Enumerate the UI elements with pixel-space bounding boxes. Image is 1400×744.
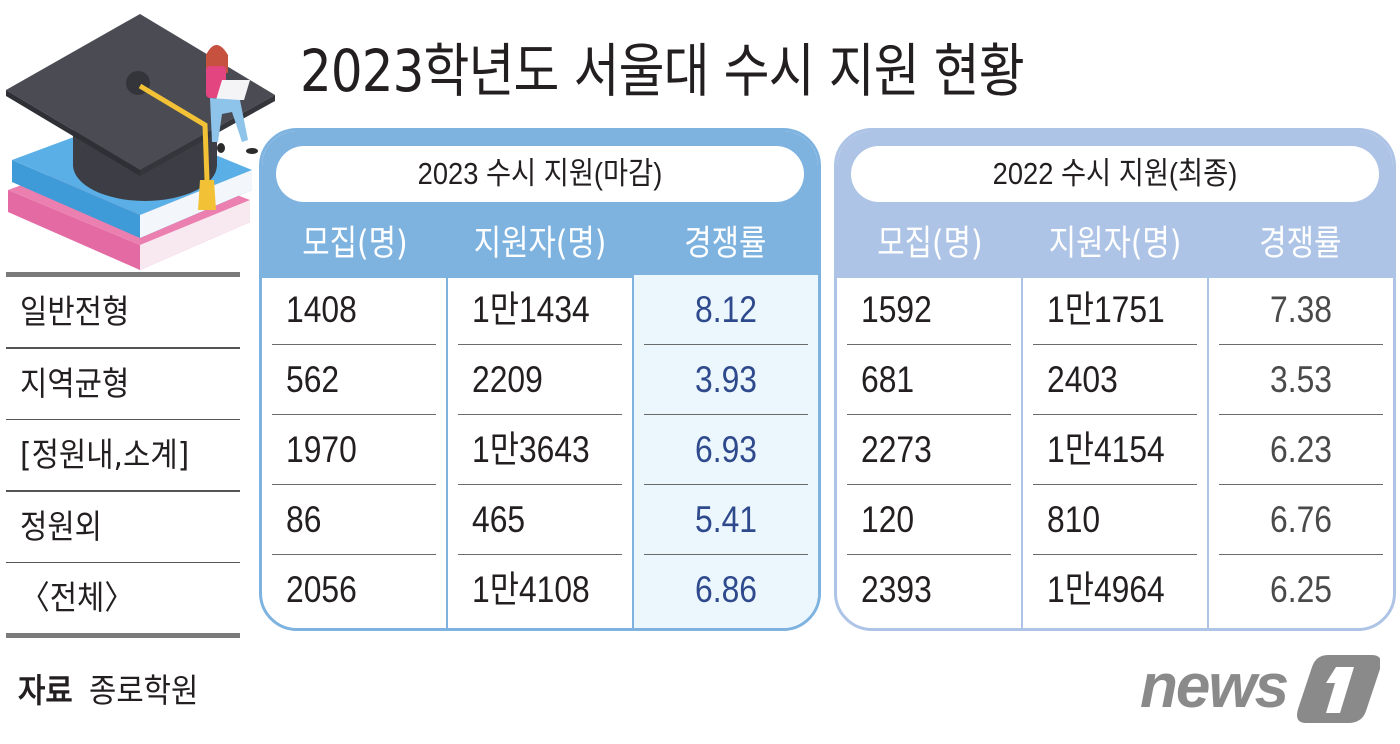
- table-cell: 1970: [262, 415, 446, 485]
- row-divider: [6, 418, 240, 420]
- svg-text:news: news: [1140, 652, 1288, 721]
- bottom-rule: [6, 633, 240, 638]
- source-credit: 자료 종로학원: [18, 664, 210, 712]
- graduation-cap-books-illustration: [6, 14, 275, 270]
- page-title: 2023학년도 서울대 수시 지원 현황: [300, 37, 1025, 105]
- table-cell: 3.93: [634, 345, 818, 415]
- column-rate: 7.38 3.53 6.23 6.76 6.25: [1207, 275, 1393, 628]
- row-label: 지역균형: [20, 363, 130, 403]
- table-cell: 1592: [837, 275, 1021, 345]
- column-header-rate: 경쟁률: [684, 224, 767, 264]
- table-cell: 6.93: [634, 415, 818, 485]
- table-cell: 6.76: [1209, 485, 1393, 555]
- table-cell: 1만4154: [1023, 415, 1207, 485]
- source-value: 종로학원: [88, 671, 199, 710]
- row-label: 〈전체〉: [20, 578, 135, 617]
- table-cell: 120: [837, 485, 1021, 555]
- table-cell: 1만1751: [1023, 275, 1207, 345]
- row-label: 일반전형: [20, 292, 130, 331]
- table-cell: 2273: [837, 415, 1021, 485]
- column-header-recruit: 모집(명): [301, 224, 408, 264]
- panel-header: 2022 수시 지원(최종) 모집(명) 지원자(명) 경쟁률: [837, 131, 1393, 278]
- panel-title: 2022 수시 지원(최종): [851, 146, 1379, 202]
- table-cell: 562: [262, 345, 446, 415]
- column-header-applicants: 지원자(명): [1048, 224, 1182, 264]
- table-cell: 681: [837, 345, 1021, 415]
- column-header-recruit: 모집(명): [876, 224, 983, 264]
- source-label: 자료: [18, 671, 73, 710]
- table-cell: 86: [262, 485, 446, 555]
- table-cell: 465: [448, 485, 632, 555]
- column-applicants: 1만1434 2209 1만3643 465 1만4108: [446, 275, 632, 628]
- table-cell: 2056: [286, 569, 357, 610]
- table-cell: 7.38: [1209, 275, 1393, 345]
- table-cell: 1만4964: [1047, 569, 1165, 610]
- row-label: 정원외: [20, 506, 102, 546]
- panel-title: 2023 수시 지원(마감): [276, 146, 804, 202]
- table-cell: 6.25: [1270, 569, 1332, 610]
- panel-body: 1592 681 2273 120 2393 1만1751 2403 1만415…: [837, 275, 1393, 628]
- column-headers: 모집(명) 지원자(명) 경쟁률: [262, 214, 818, 274]
- panel-header: 2023 수시 지원(마감) 모집(명) 지원자(명) 경쟁률: [262, 131, 818, 278]
- table-cell: 1만3643: [448, 415, 632, 485]
- column-applicants: 1만1751 2403 1만4154 810 1만4964: [1021, 275, 1207, 628]
- table-cell: 3.53: [1209, 345, 1393, 415]
- column-recruit: 1592 681 2273 120 2393: [837, 275, 1021, 628]
- row-divider: [6, 561, 240, 563]
- column-header-rate: 경쟁률: [1259, 224, 1342, 264]
- column-header-applicants: 지원자(명): [473, 224, 607, 264]
- table-cell: 8.12: [634, 275, 818, 345]
- table-cell: 6.23: [1209, 415, 1393, 485]
- row-label: [정원내,소계]: [20, 435, 190, 474]
- column-rate: 8.12 3.93 6.93 5.41 6.86: [632, 275, 818, 628]
- top-rule: [6, 272, 240, 277]
- table-cell: 5.41: [634, 485, 818, 555]
- table-cell: 1408: [262, 275, 446, 345]
- table-cell: 810: [1023, 485, 1207, 555]
- row-divider: [6, 490, 240, 492]
- table-cell: 2209: [448, 345, 632, 415]
- table-cell: 1만1434: [448, 275, 632, 345]
- news1-logo-icon: news: [1140, 652, 1380, 723]
- table-cell: 1만4108: [472, 569, 590, 610]
- row-labels: 일반전형 지역균형 [정원내,소계] 정원외 〈전체〉: [6, 272, 240, 638]
- column-recruit: 1408 562 1970 86 2056: [262, 275, 446, 628]
- row-divider: [6, 347, 240, 349]
- panel-2022: 2022 수시 지원(최종) 모집(명) 지원자(명) 경쟁률 1592 681…: [834, 128, 1396, 631]
- table-cell: 2393: [861, 569, 932, 610]
- panel-body: 1408 562 1970 86 2056 1만1434 2209 1만3643…: [262, 275, 818, 628]
- panel-2023: 2023 수시 지원(마감) 모집(명) 지원자(명) 경쟁률 1408 562…: [259, 128, 821, 631]
- table-cell: 2403: [1023, 345, 1207, 415]
- column-headers: 모집(명) 지원자(명) 경쟁률: [837, 214, 1393, 274]
- table-cell: 6.86: [695, 569, 757, 610]
